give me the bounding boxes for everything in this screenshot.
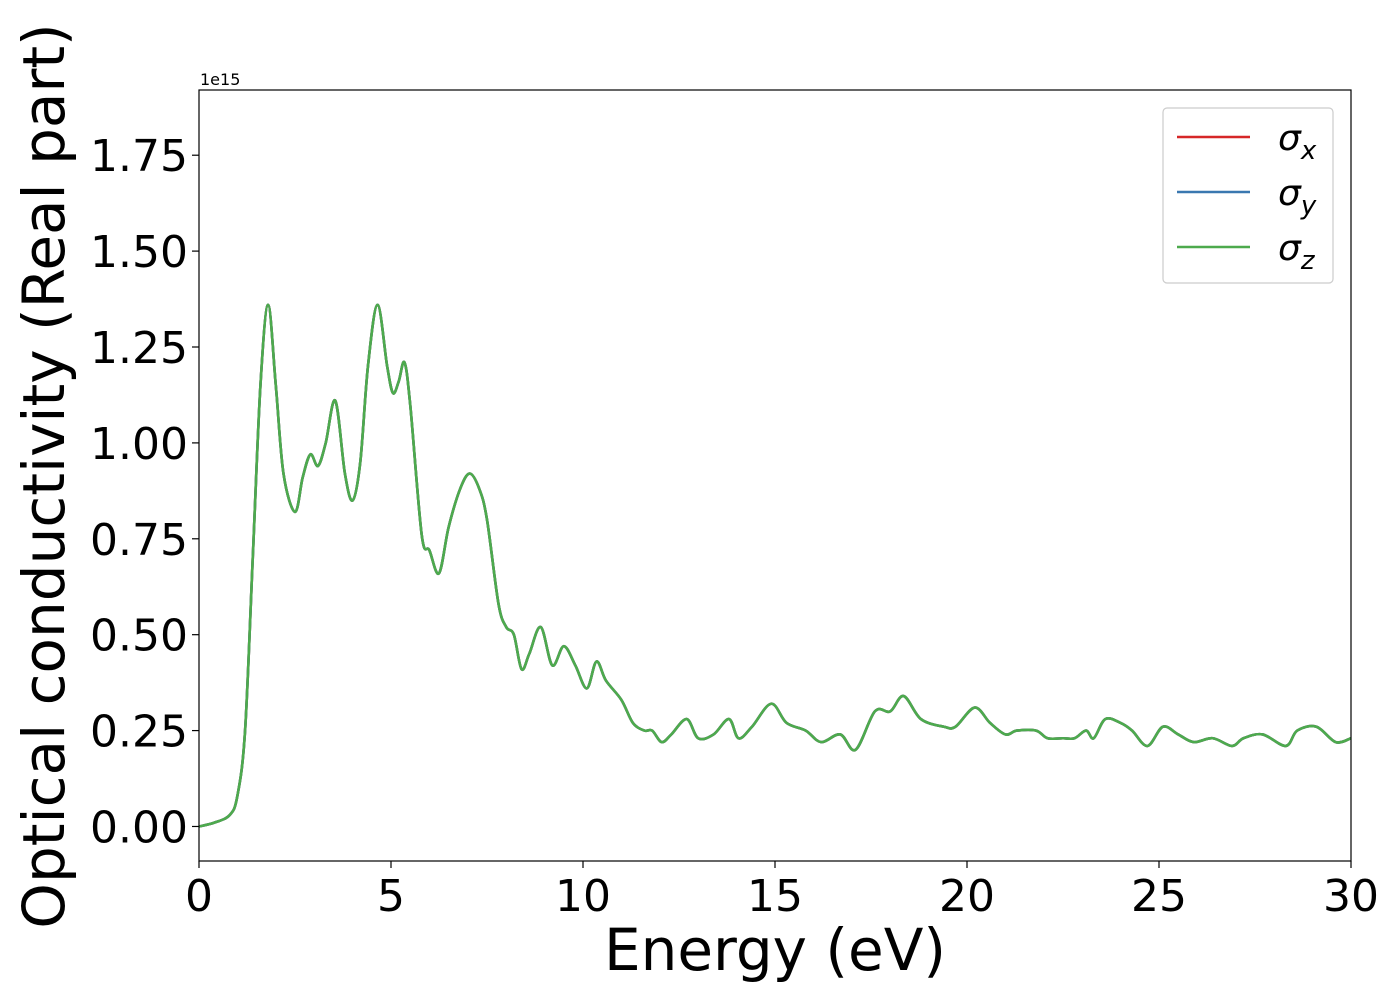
x-axis-label: Energy (eV) (604, 916, 946, 984)
y-tick-label: 1.25 (90, 323, 188, 374)
y-axis-ticks: 0.00 0.25 0.50 0.75 1.00 1.25 1.50 1.75 (90, 131, 199, 853)
legend-subscript: z (1300, 246, 1316, 276)
y-offset-label: 1e15 (200, 70, 240, 89)
x-tick-label: 30 (1323, 871, 1379, 922)
legend-box (1162, 107, 1334, 284)
plot-frame (198, 89, 1352, 862)
x-tick-label: 0 (185, 871, 213, 922)
x-tick-label: 20 (939, 871, 995, 922)
legend-label: σz (1278, 228, 1316, 276)
y-tick-label: 1.50 (90, 227, 188, 278)
y-axis-label: Optical conductivity (Real part) (10, 23, 78, 928)
x-tick-label: 15 (747, 871, 803, 922)
legend-label: σx (1278, 118, 1317, 166)
legend-label: σy (1278, 173, 1317, 221)
y-tick-label: 0.50 (90, 611, 188, 662)
series-line-3 (199, 303, 1351, 828)
x-tick-label: 25 (1131, 871, 1187, 922)
y-tick-label: 0.00 (90, 802, 188, 853)
legend-symbol: σ (1278, 173, 1302, 214)
y-tick-label: 0.25 (90, 707, 188, 758)
legend-subscript: x (1300, 136, 1317, 166)
y-tick-label: 0.75 (90, 515, 188, 566)
y-tick-label: 1.75 (90, 131, 188, 182)
x-tick-label: 5 (377, 871, 405, 922)
series-layer (199, 303, 1351, 828)
x-axis-ticks: 0 5 10 15 20 25 30 (185, 861, 1379, 922)
x-tick-label: 10 (555, 871, 611, 922)
legend-symbol: σ (1278, 228, 1302, 269)
y-tick-label: 1.00 (90, 419, 188, 470)
legend-symbol: σ (1278, 118, 1302, 159)
legend-subscript: y (1300, 191, 1317, 221)
